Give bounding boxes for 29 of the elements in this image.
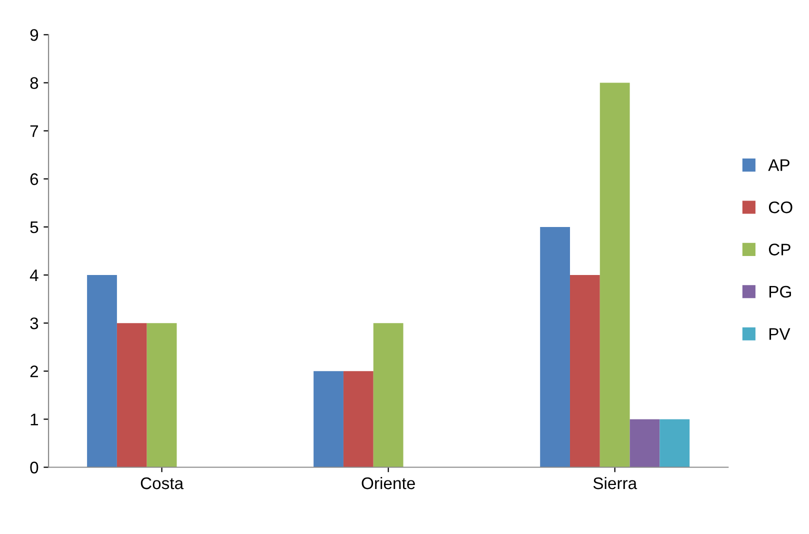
y-tick-label: 5 (30, 222, 38, 234)
bar (540, 226, 570, 468)
y-tick-label: 2 (30, 366, 38, 378)
bar (343, 371, 374, 468)
bar (630, 419, 660, 468)
y-tick-label: 9 (30, 29, 38, 41)
x-tick-label: Oriente (362, 476, 415, 490)
legend-label: CP (768, 244, 790, 256)
legend-label: PV (769, 328, 790, 340)
legend-label: AP (768, 159, 790, 171)
y-tick-label: 7 (30, 125, 38, 137)
bar (87, 275, 117, 468)
bar (373, 323, 404, 468)
legend-label: CO (768, 201, 792, 214)
y-tick-label: 8 (30, 77, 38, 89)
y-tick-label: 4 (30, 270, 38, 282)
y-tick-label: 3 (30, 317, 38, 330)
y-tick-label: 1 (30, 414, 38, 426)
x-tick-label: Costa (140, 477, 184, 490)
bar (660, 419, 690, 468)
bar (600, 82, 630, 468)
bar (146, 323, 177, 468)
y-tick-label: 0 (30, 462, 38, 474)
y-tick-label: 6 (30, 173, 38, 186)
x-tick-label: Sierra (593, 476, 638, 490)
legend-label: PG (769, 286, 791, 298)
bar (570, 275, 600, 468)
bar (116, 323, 147, 468)
bar (314, 371, 344, 468)
